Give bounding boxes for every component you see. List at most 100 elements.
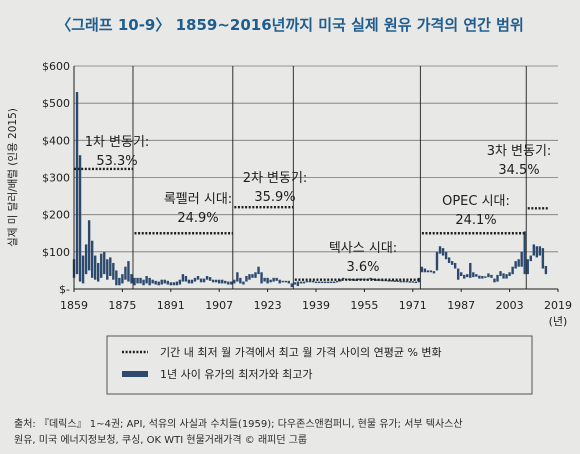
annual-range-bar	[493, 278, 496, 283]
annual-range-bar	[172, 282, 176, 286]
annual-range-bar	[414, 281, 418, 284]
annual-range-bar	[438, 246, 442, 254]
x-tick-label: 1891	[157, 299, 185, 312]
annual-range-bar	[502, 273, 505, 279]
annual-range-bar	[526, 259, 529, 275]
annual-range-bar	[441, 248, 445, 256]
annual-range-bar	[133, 277, 136, 286]
annual-range-bar	[284, 280, 287, 283]
annual-range-bar	[136, 277, 139, 284]
annual-range-bar	[460, 272, 463, 276]
x-tick-label: 1971	[399, 299, 427, 312]
annual-range-bar	[396, 280, 399, 282]
x-tick-label: 1875	[108, 299, 136, 312]
legend-dotted-label: 기간 내 최저 월 가격에서 최고 월 가격 사이의 연평균 % 변화	[160, 346, 442, 359]
annual-range-bar	[211, 279, 215, 283]
legend-box	[106, 335, 533, 395]
annual-range-bar	[142, 279, 145, 286]
x-tick-label: 1859	[60, 299, 88, 312]
annual-range-bar	[426, 270, 430, 273]
period-name-label: 1차 변동기:	[85, 135, 150, 150]
annual-range-bar	[97, 262, 100, 282]
annual-range-bar	[112, 262, 115, 280]
annual-range-bar	[402, 280, 405, 283]
x-unit-label: (년)	[549, 315, 568, 328]
annual-range-bar	[466, 274, 469, 278]
annual-range-bar	[478, 275, 481, 279]
annual-range-bar	[505, 274, 508, 279]
annual-range-bar	[208, 277, 212, 281]
annual-range-bar	[190, 279, 194, 284]
annual-range-bar	[199, 278, 203, 283]
annual-range-bar	[453, 262, 457, 269]
annual-range-bar	[475, 274, 478, 277]
annual-range-bar	[302, 281, 306, 284]
annual-range-bar	[299, 281, 303, 284]
source-line-1: 출처: 『데릭스』 1~4권; API, 석유의 사실과 수치들(1959); …	[14, 419, 463, 430]
chart-title: 〈그래프 10-9〉 1859~2016년까지 미국 실제 원유 가격의 연간 …	[56, 16, 524, 34]
source-line-2: 원유, 미국 에너지정보청, 쿠싱, OK WTI 현물거래가격 © 래피던 그…	[14, 435, 308, 446]
annual-range-bar	[311, 280, 315, 283]
annual-range-bar	[205, 275, 209, 280]
annual-range-bar	[263, 277, 266, 282]
annual-range-bar	[405, 280, 408, 283]
annual-range-bar	[323, 281, 327, 284]
annual-range-bar	[308, 280, 312, 283]
annual-range-bar	[393, 280, 396, 282]
annual-range-bar	[221, 279, 224, 284]
annual-range-bar	[351, 278, 354, 281]
x-tick-label: 1955	[350, 299, 378, 312]
annual-range-bar	[81, 255, 85, 284]
annual-range-bar	[257, 266, 260, 275]
annual-range-bar	[469, 262, 472, 278]
x-tick-label: 1923	[254, 299, 282, 312]
annual-range-bar	[239, 277, 242, 284]
period-pct-label: 53.3%	[96, 154, 137, 169]
annual-range-bar	[326, 281, 330, 284]
y-tick-label: $-	[59, 283, 70, 296]
annual-range-bar	[169, 282, 172, 286]
x-tick-label: 1907	[205, 299, 233, 312]
annual-range-bar	[236, 272, 239, 282]
period-name-label: 2차 변동기:	[243, 171, 308, 186]
period-name-label: 텍사스 시대:	[329, 241, 397, 256]
annual-range-bar	[535, 246, 539, 258]
annual-range-bar	[227, 281, 230, 285]
period-pct-label: 35.9%	[254, 190, 295, 205]
annual-range-bar	[399, 280, 402, 283]
annual-range-bar	[296, 281, 300, 287]
annual-range-bar	[121, 274, 124, 284]
annual-range-bar	[196, 275, 200, 280]
legend-bar-label: 1년 사이 유가의 최저가와 최고가	[160, 368, 313, 381]
period-name-label: 록펠러 시대:	[164, 192, 232, 207]
annual-range-bar	[450, 261, 454, 265]
annual-range-bar	[456, 268, 460, 280]
annual-range-bar	[529, 255, 532, 262]
period-pct-label: 34.5%	[498, 163, 539, 178]
annual-range-bar	[487, 273, 490, 278]
annual-range-bar	[332, 281, 336, 284]
annual-range-bar	[520, 251, 523, 267]
annual-range-bar	[175, 281, 179, 286]
annual-range-bar	[87, 220, 91, 271]
annual-range-bar	[93, 255, 97, 280]
annual-range-bar	[202, 278, 206, 283]
y-tick-label: $100	[42, 246, 70, 259]
annual-range-bar	[115, 270, 118, 286]
annual-range-bar	[160, 279, 163, 285]
annual-range-bar	[444, 251, 448, 260]
annual-range-bar	[314, 281, 318, 284]
annual-range-bar	[260, 272, 263, 284]
annual-range-bar	[287, 280, 290, 284]
y-tick-label: $600	[42, 60, 70, 73]
annual-range-bar	[335, 280, 339, 283]
period-name-label: 3차 변동기:	[487, 144, 552, 159]
annual-range-bar	[411, 281, 414, 283]
annual-range-bar	[305, 280, 309, 283]
annual-range-bar	[275, 277, 278, 281]
annual-range-bar	[248, 274, 251, 280]
annual-range-bar	[541, 248, 545, 269]
legend-bar-swatch	[122, 371, 148, 377]
annual-range-bar	[490, 274, 493, 278]
annual-range-bar	[139, 277, 142, 284]
